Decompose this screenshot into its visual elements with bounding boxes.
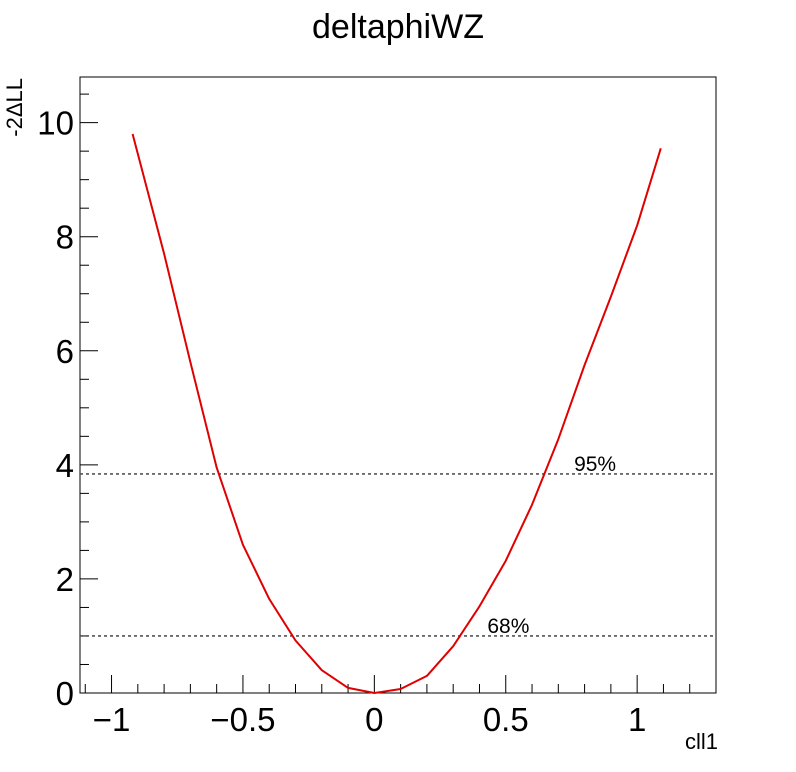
x-axis-label: cll1 — [685, 729, 718, 754]
x-tick-label: −1 — [93, 701, 131, 738]
chart-title: deltaphiWZ — [312, 8, 484, 46]
y-tick-label: 8 — [56, 219, 74, 256]
y-tick-label: 10 — [37, 105, 74, 142]
x-tick-label: 1 — [628, 701, 646, 738]
y-tick-label: 6 — [56, 333, 74, 370]
y-axis-label: -2ΔLL — [2, 78, 27, 137]
x-tick-label: −0.5 — [210, 701, 275, 738]
y-tick-label: 4 — [56, 447, 74, 484]
reference-line-label: 68% — [487, 615, 529, 638]
x-tick-label: 0.5 — [483, 701, 529, 738]
x-tick-label: 0 — [365, 701, 383, 738]
y-tick-label: 2 — [56, 561, 74, 598]
likelihood-curve — [131, 133, 662, 694]
reference-line-label: 95% — [574, 453, 616, 476]
plot-frame — [79, 76, 717, 694]
y-tick-label: 0 — [56, 675, 74, 712]
